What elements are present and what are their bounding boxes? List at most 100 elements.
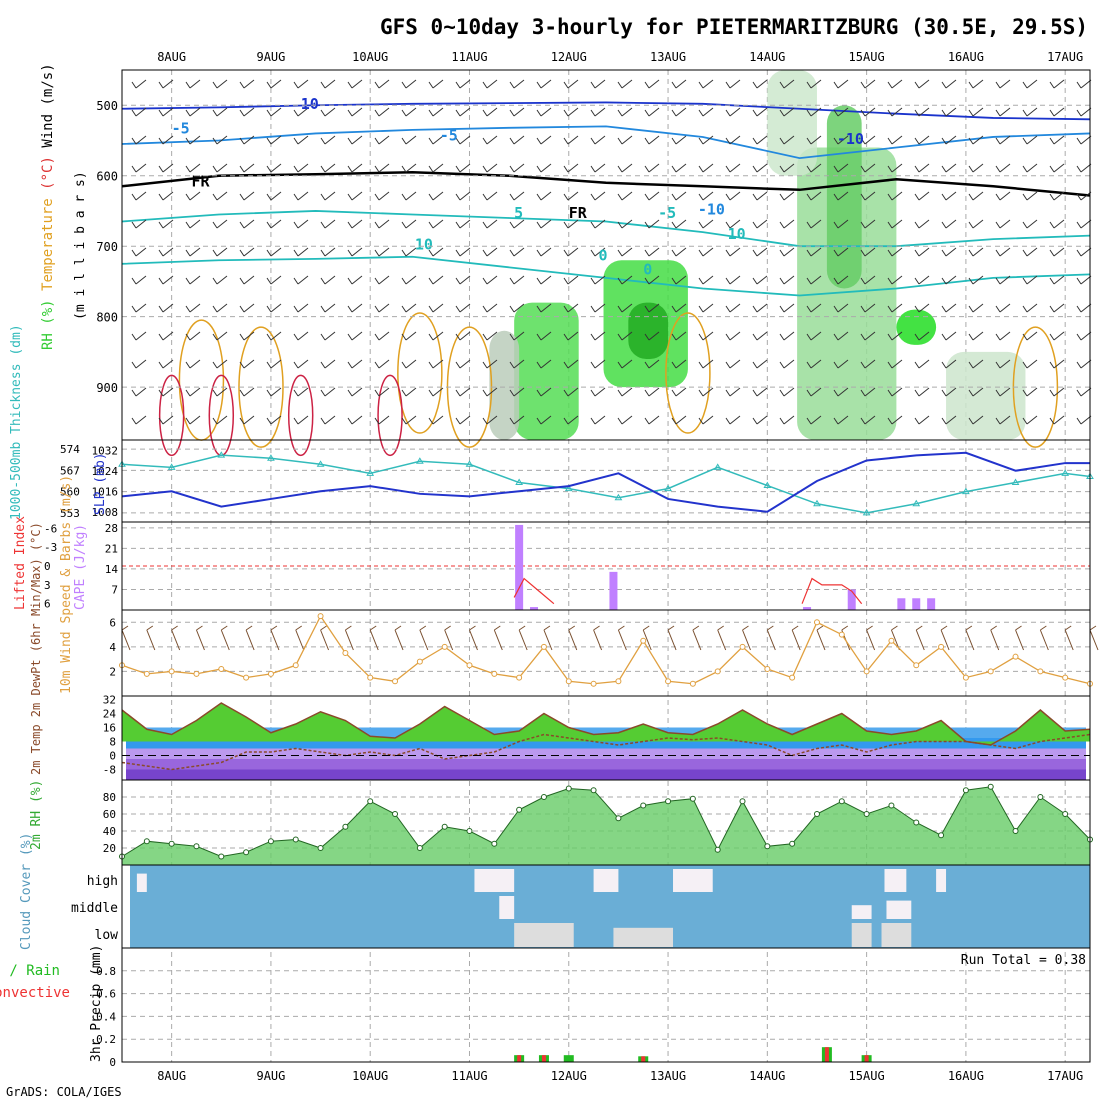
wind-barb [1049, 331, 1065, 341]
wind-barb [212, 107, 228, 117]
wind-barb [833, 247, 849, 257]
wind-barb [239, 275, 255, 285]
rh-shading [767, 70, 817, 176]
wind10m-barb [692, 625, 702, 651]
wind-barb [1049, 359, 1065, 369]
wind-barb [698, 191, 714, 201]
wind-barb [806, 219, 822, 229]
wind-barb [239, 191, 255, 201]
cloud-segment [136, 873, 147, 892]
contour-label: -5 [658, 204, 676, 222]
wind10m-barb [791, 625, 801, 651]
wind-barb [401, 303, 417, 313]
wind-barb [293, 331, 309, 341]
wind-barb [428, 275, 444, 285]
wind-barb [1022, 359, 1038, 369]
wind-barb [941, 219, 957, 229]
wind-barb [347, 163, 363, 173]
rh2m-marker [1037, 794, 1044, 800]
rh2m-marker [168, 840, 175, 847]
wind-barb [347, 135, 363, 145]
wind10m-marker [143, 670, 150, 677]
wind-barb [860, 191, 876, 201]
rh2m-marker [267, 838, 274, 845]
wind-barb [131, 415, 147, 425]
wind-barb [644, 219, 660, 229]
wind-barb [671, 219, 687, 229]
wind-barb [266, 79, 282, 89]
wind-barb [428, 331, 444, 341]
precip-tick-label: 0.8 [96, 965, 116, 978]
wind-barb [536, 135, 552, 145]
wind10m-marker [367, 674, 374, 681]
wind10m-barb [1064, 625, 1074, 651]
thickness-marker [167, 463, 176, 470]
wind-barb [374, 331, 390, 341]
cape-tick-label: 7 [111, 583, 118, 596]
wind-barb [590, 303, 606, 313]
wind-barb [644, 303, 660, 313]
wind10m-marker [466, 662, 473, 669]
wind-barb [482, 331, 498, 341]
wind-barb [158, 135, 174, 145]
wind-barb [725, 219, 741, 229]
wind-barb [212, 163, 228, 173]
thickness-tick-label: 574 [60, 443, 80, 456]
date-tick-label-bottom: 10AUG [352, 1069, 388, 1083]
wind-barb [698, 275, 714, 285]
wind10m-barb [444, 625, 454, 651]
wind10m-barb [965, 625, 975, 651]
wind-barb [644, 415, 660, 425]
wind10m-marker [665, 678, 672, 685]
thickness-marker [564, 484, 573, 492]
slp-tick-label: 1008 [92, 506, 119, 519]
rh-tick-label: 60 [103, 808, 116, 821]
wind-barb [644, 79, 660, 89]
wind-barb [887, 275, 903, 285]
wind-barb [239, 135, 255, 145]
wind-barb [590, 387, 606, 397]
thickness-marker [267, 454, 275, 461]
wind-barb [347, 275, 363, 285]
wind-barb [509, 415, 525, 425]
wind-barb [698, 135, 714, 145]
wind-barb [374, 387, 390, 397]
wind-barb [617, 79, 633, 89]
cape-bar [530, 607, 539, 610]
wind-barb [428, 107, 444, 117]
wind-barb [698, 415, 714, 425]
slp-ylabel: SLP (mb) [93, 452, 108, 515]
wind-barb [293, 219, 309, 229]
wind-barb [266, 275, 282, 285]
date-tick-label-bottom: 9AUG [256, 1069, 285, 1083]
wind-barb [968, 387, 984, 397]
wind-barb [239, 331, 255, 341]
wind10m-barb [816, 625, 826, 651]
rh2m-marker [466, 828, 473, 834]
wind-barb [455, 163, 471, 173]
wind-barb [1049, 387, 1065, 397]
wind-barb [239, 415, 255, 425]
wind-barb [536, 247, 552, 257]
wind-barb [806, 163, 822, 173]
wind-barb [239, 247, 255, 257]
wind10m-marker [689, 680, 696, 687]
contour-label: FR [191, 172, 210, 190]
wind-barb [752, 331, 768, 341]
wind-barb [725, 247, 741, 257]
wind-barb [752, 163, 768, 173]
date-tick-label-top: 16AUG [948, 50, 984, 64]
rh2m-marker [714, 846, 721, 853]
wind-barb [482, 247, 498, 257]
isotherm-line [121, 101, 1091, 121]
wind-barb [995, 359, 1011, 369]
wind-barb [131, 191, 147, 201]
contour-label: -10 [698, 200, 725, 218]
wind-barb [320, 247, 336, 257]
wind-barb [860, 79, 876, 89]
wind-barb [806, 107, 822, 117]
wind10m-marker [392, 678, 399, 685]
precip-conv-bar [824, 1047, 829, 1062]
wind-barb [1076, 387, 1092, 397]
